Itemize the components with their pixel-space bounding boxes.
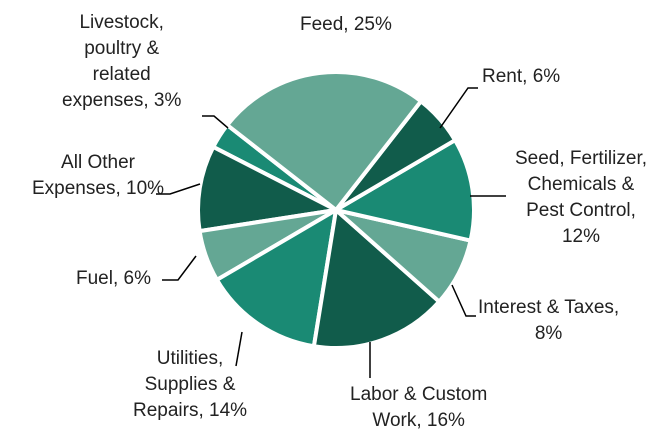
slice-label: Utilities, Supplies & Repairs, 14%	[133, 348, 248, 421]
pie-slice	[334, 138, 476, 243]
pie-slice	[311, 208, 442, 350]
slice-label: Labor & Custom Work, 16%	[350, 384, 488, 430]
slice-label: Rent, 6%	[482, 66, 561, 87]
slice-label: Interest & Taxes, 8%	[478, 297, 620, 344]
pie-slice	[214, 208, 338, 349]
leader-line	[162, 255, 197, 281]
leader-line	[451, 284, 476, 317]
slice-label: All Other Expenses, 10%	[32, 152, 165, 199]
slice-label: Seed, Fertilizer, Chemicals & Pest Contr…	[515, 148, 647, 247]
slice-label: Livestock, poultry & related expenses, 3…	[62, 12, 182, 111]
leader-line	[202, 115, 229, 129]
slice-label: Feed, 25%	[300, 14, 392, 35]
slice-label: Fuel, 6%	[76, 268, 151, 289]
leader-line	[235, 331, 243, 367]
pie-slice	[225, 70, 423, 212]
leader-line	[156, 183, 201, 195]
leader-line	[439, 87, 478, 129]
leader-lines	[156, 87, 506, 378]
